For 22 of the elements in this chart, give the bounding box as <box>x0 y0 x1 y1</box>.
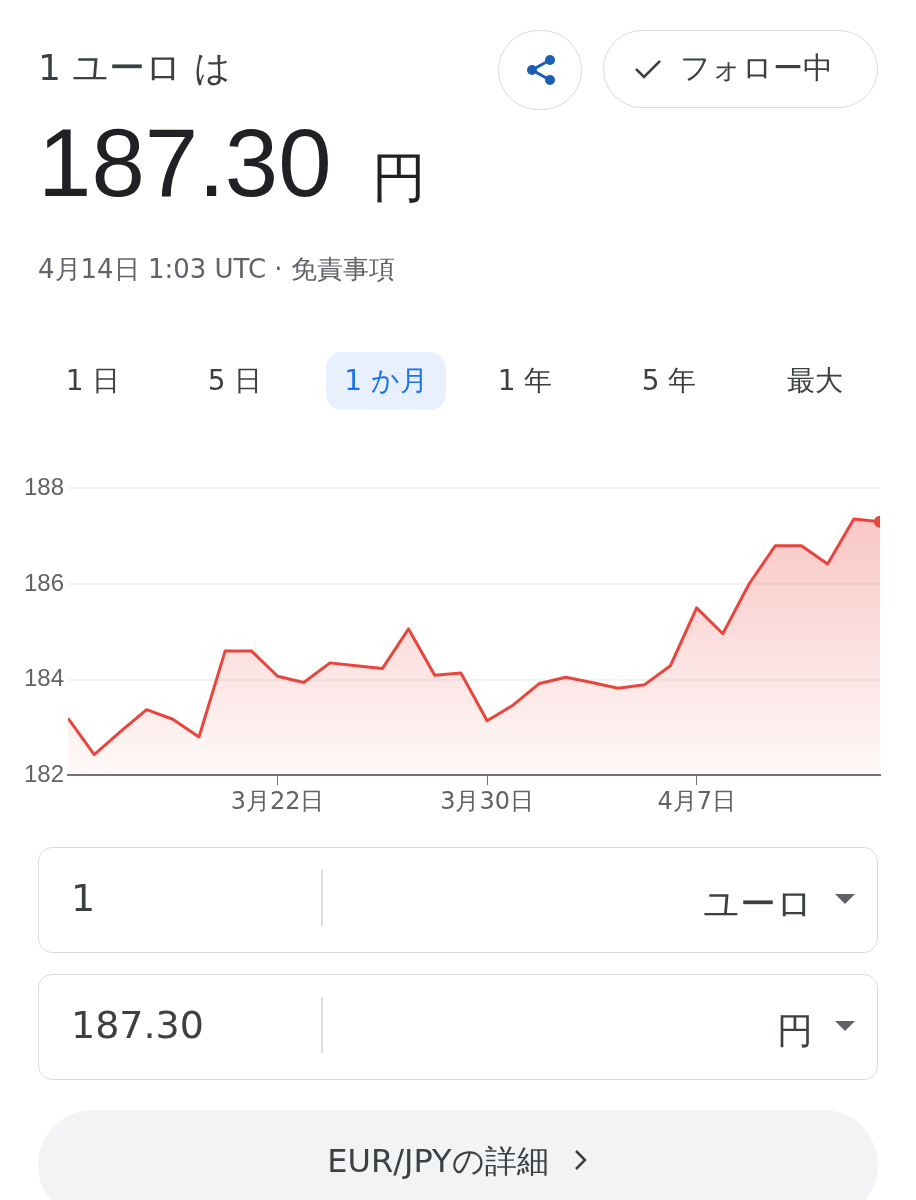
x-tick-label: 4月7日 <box>657 786 736 815</box>
text: EUR/JPYの詳細 <box>326 1141 550 1182</box>
x-tick-label: 3月22日 <box>230 786 325 815</box>
text: 1 日 <box>64 363 122 399</box>
y-tick-label: 184 <box>24 664 65 692</box>
y-tick-label: 182 <box>24 759 65 787</box>
text: 4月14日 1:03 UTC · 免責事項 <box>38 253 395 286</box>
chart-subtitle: 187.30 円 <box>38 108 426 218</box>
y-tick-label: 188 <box>24 473 65 501</box>
text: 1 年 <box>496 363 554 399</box>
chart-title: 1 ユーロ は <box>38 46 231 90</box>
text: ユーロ <box>703 882 813 926</box>
text: 1 <box>71 876 96 920</box>
text: 187.30 <box>71 1003 204 1047</box>
text: 5 日 <box>206 363 264 399</box>
y-tick-label: 186 <box>24 568 65 596</box>
text: 1 か月 <box>326 352 446 410</box>
text: 円 <box>777 1009 813 1053</box>
x-tick-label: 3月30日 <box>440 786 535 815</box>
text: 最大 <box>786 363 844 399</box>
text: フォロー中 <box>680 49 833 87</box>
text: 5 年 <box>640 363 698 399</box>
